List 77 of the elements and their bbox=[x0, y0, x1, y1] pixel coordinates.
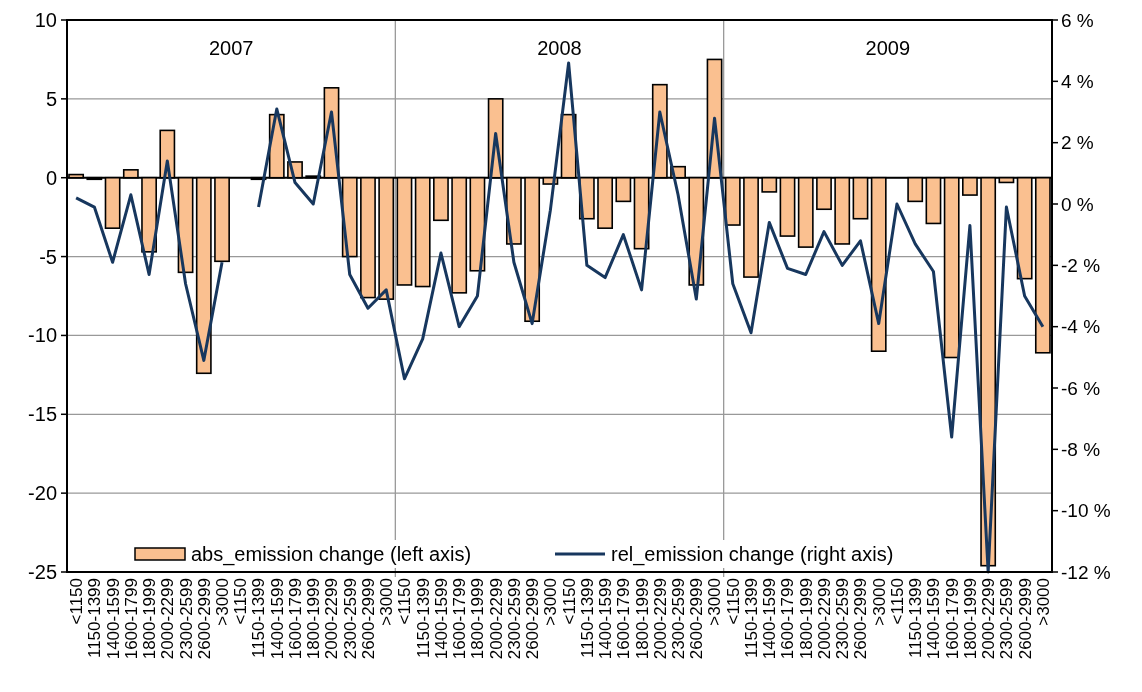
x-tick-label: <1150 bbox=[231, 578, 251, 625]
x-tick-label: 1600-1799 bbox=[614, 578, 634, 660]
y-tick-label: -15 bbox=[28, 403, 57, 426]
x-tick-label: <1150 bbox=[395, 578, 415, 625]
y2-tick-label: -12 % bbox=[1061, 561, 1111, 583]
x-tick-label: 2000-2299 bbox=[650, 578, 670, 660]
y2-tick-label: -8 % bbox=[1061, 438, 1101, 460]
y2-tick-label: -6 % bbox=[1061, 377, 1101, 399]
x-tick-label: 2600-2999 bbox=[358, 578, 378, 660]
x-tick-label: 1600-1799 bbox=[121, 578, 141, 660]
x-tick-label: 1600-1799 bbox=[942, 578, 962, 660]
y2-tick-label: -2 % bbox=[1061, 254, 1101, 276]
x-tick-label: 1150-1399 bbox=[741, 578, 761, 659]
legend-label: abs_emission change (left axis) bbox=[191, 543, 472, 566]
x-tick-label: 2300-2599 bbox=[833, 578, 853, 660]
y2-tick-label: 0 % bbox=[1061, 193, 1094, 215]
x-tick-label: 2300-2599 bbox=[504, 578, 524, 660]
x-tick-label: 1800-1999 bbox=[468, 578, 488, 660]
x-tick-label: 1600-1799 bbox=[450, 578, 470, 660]
y-tick-label: 10 bbox=[34, 9, 57, 31]
x-tick-label: <1150 bbox=[67, 578, 87, 625]
y2-tick-label: 6 % bbox=[1061, 9, 1094, 31]
x-tick-label: 1800-1999 bbox=[140, 578, 160, 660]
y2-tick-label: 2 % bbox=[1061, 132, 1094, 154]
x-tick-label: 1150-1399 bbox=[906, 578, 926, 659]
y2-tick-label: -4 % bbox=[1061, 316, 1101, 338]
y-tick-label: -5 bbox=[39, 245, 57, 268]
x-tick-label: >3000 bbox=[377, 578, 397, 626]
x-tick-label: 2300-2599 bbox=[340, 578, 360, 660]
legend-label: rel_emission change (right axis) bbox=[611, 543, 894, 566]
x-tick-label: 1800-1999 bbox=[796, 578, 816, 660]
x-tick-label: 1600-1799 bbox=[285, 578, 305, 660]
x-tick-label: 1800-1999 bbox=[632, 578, 652, 660]
x-tick-label: 2000-2299 bbox=[322, 578, 342, 660]
y-tick-label: -20 bbox=[28, 482, 57, 505]
x-tick-label: 2000-2299 bbox=[486, 578, 506, 660]
x-tick-label: 1400-1599 bbox=[267, 578, 287, 660]
x-tick-label: >3000 bbox=[213, 578, 232, 626]
annotation: 2009 bbox=[865, 37, 911, 59]
y-tick-label: 0 bbox=[45, 166, 57, 189]
x-tick-label: 2300-2599 bbox=[669, 578, 689, 660]
x-tick-label: <1150 bbox=[723, 578, 743, 625]
x-tick-label: 1600-1799 bbox=[778, 578, 798, 660]
x-tick-label: 2000-2299 bbox=[979, 578, 999, 660]
x-tick-label: 1150-1399 bbox=[577, 578, 597, 659]
annotation: 2008 bbox=[537, 37, 582, 59]
x-tick-label: 2600-2999 bbox=[851, 578, 871, 660]
y-tick-label: 5 bbox=[45, 87, 57, 110]
x-tick-label: 1400-1599 bbox=[596, 578, 616, 660]
x-tick-label: 2300-2599 bbox=[997, 578, 1017, 660]
x-tick-label: 1800-1999 bbox=[304, 578, 324, 660]
x-tick-label: 2300-2599 bbox=[176, 578, 196, 660]
x-tick-label: <1150 bbox=[559, 578, 579, 625]
x-tick-label: >3000 bbox=[1033, 578, 1053, 626]
y-tick-label: -10 bbox=[28, 324, 57, 347]
x-tick-label: 1150-1399 bbox=[85, 578, 105, 659]
y-tick-label: -25 bbox=[28, 561, 57, 583]
x-tick-label: 1150-1399 bbox=[413, 578, 433, 659]
annotation: 2007 bbox=[208, 37, 254, 59]
x-tick-label: 2000-2299 bbox=[158, 578, 178, 660]
x-tick-label: 2600-2999 bbox=[687, 578, 707, 660]
x-tick-label: <1150 bbox=[887, 578, 907, 625]
x-tick-label: 1400-1599 bbox=[431, 578, 451, 660]
x-tick-label: 1400-1599 bbox=[103, 578, 123, 660]
x-tick-label: 2600-2999 bbox=[523, 578, 543, 660]
x-tick-label: 1400-1599 bbox=[924, 578, 944, 660]
x-tick-label: >3000 bbox=[705, 578, 725, 626]
x-tick-label: >3000 bbox=[869, 578, 889, 626]
y2-tick-label: -10 % bbox=[1061, 500, 1111, 522]
x-tick-label: 2600-2999 bbox=[194, 578, 214, 660]
y2-tick-label: 4 % bbox=[1061, 70, 1094, 92]
x-tick-label: 2000-2299 bbox=[814, 578, 834, 660]
x-tick-label: 1400-1599 bbox=[760, 578, 780, 660]
x-tick-label: >3000 bbox=[541, 578, 561, 626]
x-tick-label: 2600-2999 bbox=[1015, 578, 1035, 660]
x-tick-label: 1800-1999 bbox=[960, 578, 980, 660]
x-tick-label: 1150-1399 bbox=[249, 578, 269, 659]
